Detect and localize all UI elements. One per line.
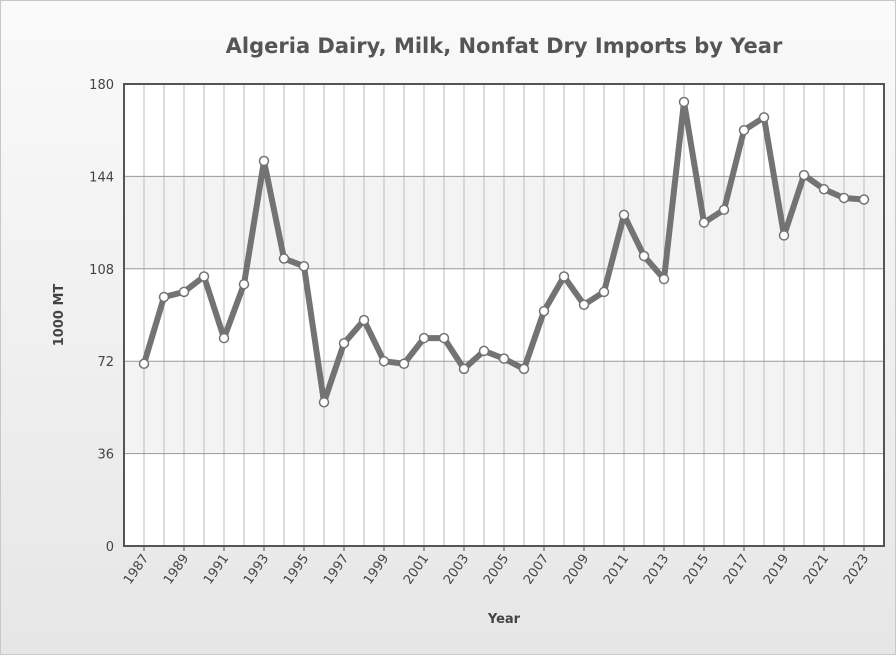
data-point	[318, 397, 330, 408]
data-point	[538, 305, 550, 317]
x-tick-label: 2019	[761, 552, 792, 588]
data-point	[458, 363, 470, 375]
data-point	[778, 230, 790, 241]
data-point	[478, 345, 490, 357]
x-tick-label: 1993	[241, 552, 272, 588]
x-tick-label: 2007	[521, 552, 552, 588]
x-tick-label: 1995	[281, 552, 312, 588]
x-tick-label: 1997	[321, 552, 352, 588]
data-point	[298, 260, 310, 272]
data-point	[178, 286, 190, 298]
y-axis-label: 1000 MT	[52, 284, 67, 347]
x-tick-label: 2003	[441, 552, 472, 588]
data-point	[658, 273, 670, 285]
y-tick-label: 144	[89, 170, 114, 185]
data-point	[498, 353, 510, 364]
x-tick-label: 2015	[681, 552, 712, 588]
data-point	[558, 271, 570, 282]
x-tick-label: 1987	[121, 552, 152, 588]
data-point	[578, 299, 590, 310]
data-point	[738, 124, 750, 136]
data-point	[338, 337, 350, 349]
data-point	[698, 217, 710, 228]
y-tick-label: 0	[106, 540, 114, 555]
data-point	[598, 286, 610, 298]
x-tick-label: 2005	[481, 552, 512, 588]
data-point	[278, 253, 290, 264]
data-point	[718, 204, 730, 216]
data-point	[798, 169, 810, 181]
y-tick-label: 180	[89, 78, 114, 93]
x-axis-label: Year	[487, 612, 521, 627]
data-point	[258, 155, 270, 167]
data-point	[838, 192, 850, 204]
plot-border	[123, 83, 885, 547]
data-point	[398, 358, 410, 370]
data-point	[438, 332, 450, 344]
x-tick-label: 2023	[841, 552, 872, 588]
y-tick-label: 72	[97, 355, 114, 370]
data-point	[678, 96, 690, 108]
data-point	[518, 363, 530, 375]
data-point	[758, 112, 770, 123]
data-point	[358, 314, 370, 326]
data-point	[218, 332, 230, 344]
data-point	[418, 332, 430, 344]
x-tick-label: 2013	[641, 552, 672, 588]
data-point	[238, 278, 250, 290]
data-point	[638, 250, 650, 262]
x-tick-label: 2017	[721, 552, 752, 588]
data-point	[158, 291, 170, 303]
x-tick-label: 1991	[201, 552, 232, 588]
data-point	[818, 183, 830, 195]
x-tick-label: 2009	[561, 552, 592, 588]
y-tick-label: 36	[97, 448, 114, 463]
x-tick-label: 1999	[361, 552, 392, 588]
data-point	[618, 209, 630, 221]
data-point	[378, 355, 390, 367]
x-tick-label: 2021	[801, 552, 832, 588]
x-tick-label: 1989	[161, 552, 192, 588]
data-point	[138, 358, 150, 370]
chart-title: Algeria Dairy, Milk, Nonfat Dry Imports …	[226, 34, 783, 58]
data-point	[858, 194, 870, 205]
x-tick-label: 2001	[401, 552, 432, 588]
y-tick-label: 108	[89, 263, 114, 278]
x-tick-label: 2011	[601, 552, 632, 588]
data-point	[198, 271, 210, 282]
